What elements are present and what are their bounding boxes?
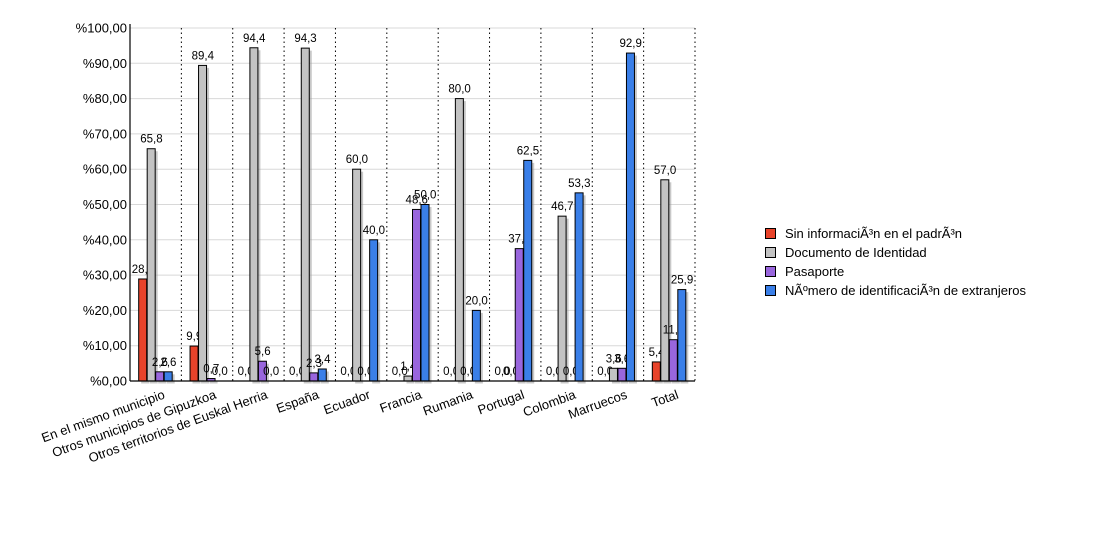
x-tick-label: Total	[649, 387, 680, 411]
bar	[523, 159, 533, 382]
y-tick-label: %60,00	[83, 162, 127, 177]
data-label: 57,0	[654, 165, 676, 177]
legend-label: Sin informaciÃ³n en el padrÃ³n	[785, 226, 963, 241]
bar	[471, 309, 481, 382]
bar	[557, 215, 567, 382]
bar	[625, 52, 635, 382]
bar	[668, 339, 678, 382]
y-tick-label: %100,00	[76, 21, 127, 36]
legend-label: Pasaporte	[785, 264, 845, 279]
legend-item-sin-informacion: Sin informaciÃ³n en el padrÃ³n	[765, 224, 1026, 243]
data-label: 0,0	[263, 366, 279, 378]
y-tick-label: %0,00	[90, 374, 127, 389]
y-tick-label: %30,00	[83, 268, 127, 283]
bar	[454, 98, 464, 382]
data-label: 48,6	[406, 194, 428, 206]
data-label: 5,6	[255, 346, 271, 358]
y-tick-label: %70,00	[83, 126, 127, 141]
y-tick-label: %20,00	[83, 303, 127, 318]
data-label: 89,4	[192, 50, 215, 62]
legend-label: Documento de Identidad	[785, 245, 927, 260]
data-label: 2,6	[152, 357, 168, 369]
bar	[608, 367, 618, 382]
y-tick-label: %80,00	[83, 91, 127, 106]
data-label: 60,0	[346, 154, 368, 166]
bar	[651, 361, 661, 382]
legend-swatch	[765, 247, 776, 258]
bar	[189, 345, 199, 382]
bar	[146, 148, 156, 382]
bar	[617, 367, 627, 382]
bar	[660, 179, 670, 382]
bar	[412, 208, 421, 382]
legend-label: NÃºmero de identificaciÃ³n de extranjero…	[785, 283, 1027, 298]
bar	[677, 289, 687, 382]
x-tick-label: Ecuador	[322, 386, 373, 417]
data-label: 46,7	[551, 201, 573, 213]
bar	[198, 64, 208, 382]
data-label: 2,3	[306, 358, 322, 370]
bar	[514, 248, 524, 382]
legend-swatch	[765, 228, 776, 239]
data-label: 0,0	[212, 366, 228, 378]
legend-item-pasaporte: Pasaporte	[765, 262, 1026, 281]
bar	[155, 371, 165, 382]
x-tick-label: Marruecos	[566, 387, 629, 422]
legend-item-documento: Documento de Identidad	[765, 243, 1026, 262]
data-label: 65,8	[140, 134, 162, 146]
bar	[403, 375, 413, 382]
data-label: 62,5	[517, 145, 539, 157]
bar	[163, 371, 173, 382]
bar	[317, 368, 327, 382]
data-label: 94,3	[294, 33, 316, 45]
data-label: 0,7	[203, 364, 219, 376]
y-tick-label: %50,00	[83, 197, 127, 212]
x-tick-label: España	[274, 386, 321, 415]
bar	[369, 239, 379, 382]
bar	[420, 204, 430, 382]
data-label: 40,0	[363, 225, 385, 237]
data-label: 2,6	[160, 357, 176, 369]
y-tick-label: %90,00	[83, 56, 127, 71]
data-label: 80,0	[448, 84, 470, 96]
data-label: 20,0	[465, 295, 487, 307]
y-tick-label: %10,00	[83, 338, 127, 353]
x-tick-label: Rumania	[421, 386, 476, 418]
data-label: 0,0	[494, 366, 510, 378]
legend: Sin informaciÃ³n en el padrÃ³n Documento…	[765, 224, 1026, 300]
bar	[300, 47, 310, 382]
legend-swatch	[765, 285, 776, 296]
legend-swatch	[765, 266, 776, 277]
data-label: 3,4	[315, 354, 332, 366]
bar	[138, 278, 148, 382]
bar	[352, 168, 362, 382]
data-label: 53,3	[568, 178, 590, 190]
x-tick-label: Portugal	[476, 387, 527, 418]
bar	[574, 192, 584, 382]
legend-item-nie: NÃºmero de identificaciÃ³n de extranjero…	[765, 281, 1026, 300]
bar	[249, 47, 259, 382]
data-label: 94,4	[243, 33, 266, 45]
data-label: 50,0	[414, 190, 436, 202]
y-tick-label: %40,00	[83, 232, 127, 247]
bar	[309, 372, 319, 382]
data-label: 3,6	[606, 353, 622, 365]
data-label: 0,0	[392, 366, 408, 378]
x-tick-label: Francia	[378, 386, 425, 415]
data-label: 92,9	[620, 38, 642, 50]
data-label: 25,9	[671, 275, 693, 287]
bar-shadow	[209, 381, 218, 384]
